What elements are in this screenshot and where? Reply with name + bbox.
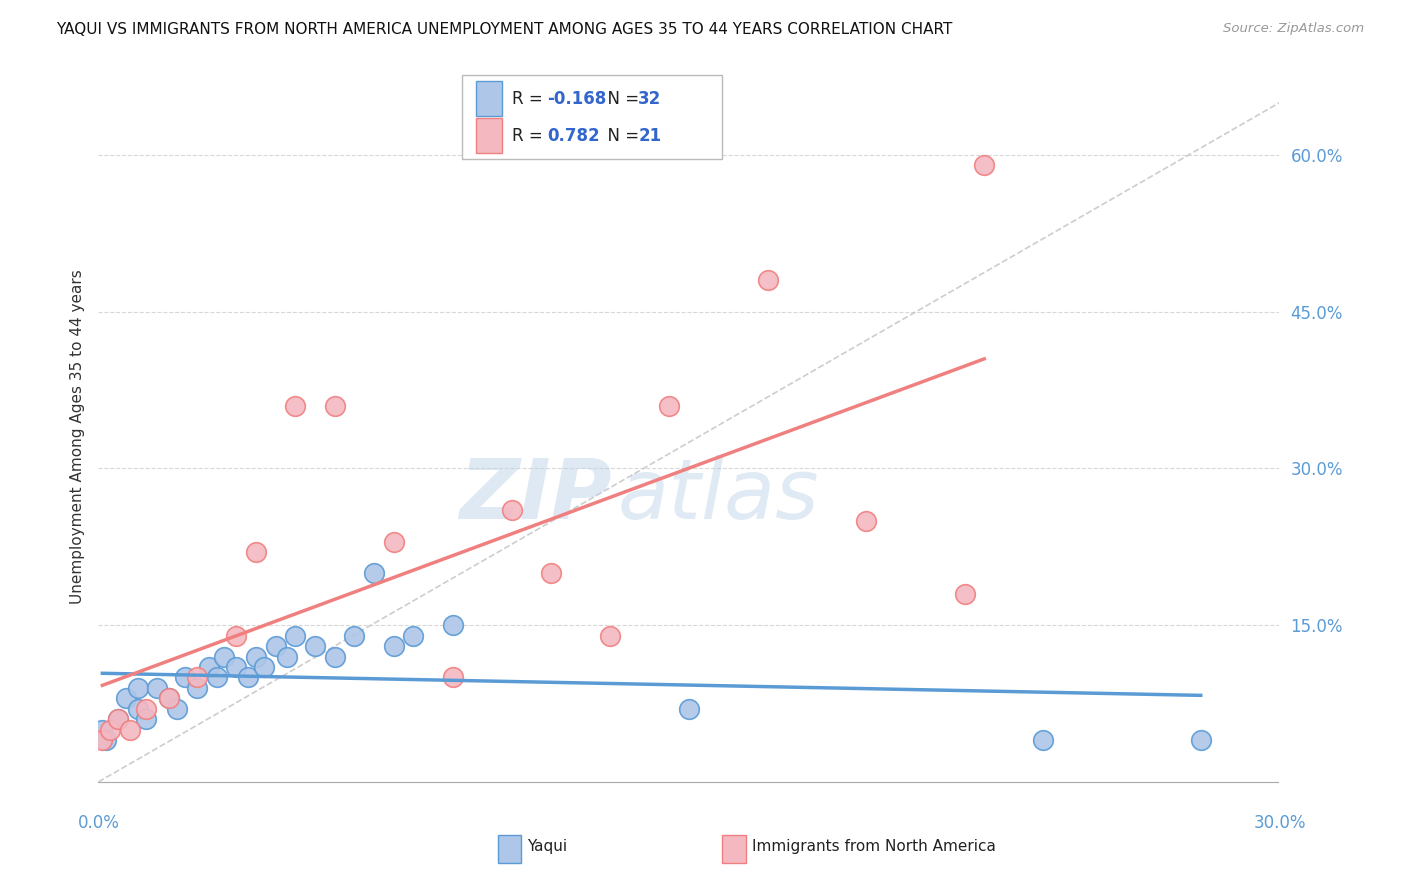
Point <box>276 649 298 664</box>
Point <box>146 681 169 695</box>
FancyBboxPatch shape <box>463 75 723 159</box>
Point <box>501 503 523 517</box>
Point <box>323 399 346 413</box>
Point <box>118 723 141 737</box>
Point <box>678 702 700 716</box>
Text: 0.782: 0.782 <box>547 127 600 145</box>
Point <box>98 723 121 737</box>
Point <box>363 566 385 580</box>
Point <box>264 639 287 653</box>
Point <box>756 273 779 287</box>
Text: ZIP: ZIP <box>460 455 612 536</box>
Text: Source: ZipAtlas.com: Source: ZipAtlas.com <box>1223 22 1364 36</box>
Point <box>225 660 247 674</box>
Point <box>599 629 621 643</box>
Point <box>284 629 307 643</box>
FancyBboxPatch shape <box>477 118 502 153</box>
Point <box>205 670 228 684</box>
Point <box>304 639 326 653</box>
Text: R =: R = <box>512 89 548 108</box>
Point <box>127 702 149 716</box>
Point <box>1032 733 1054 747</box>
Point <box>186 670 208 684</box>
Point <box>157 691 180 706</box>
Text: Yaqui: Yaqui <box>527 839 567 855</box>
Text: 32: 32 <box>638 89 661 108</box>
Point <box>135 712 157 726</box>
Point <box>973 158 995 172</box>
Point <box>658 399 681 413</box>
Point <box>540 566 562 580</box>
Point <box>197 660 219 674</box>
Point <box>284 399 307 413</box>
Point <box>236 670 259 684</box>
Point <box>402 629 425 643</box>
Point <box>953 587 976 601</box>
Point <box>382 639 405 653</box>
Point <box>245 649 267 664</box>
Text: N =: N = <box>596 89 644 108</box>
Text: N =: N = <box>596 127 644 145</box>
Point <box>441 618 464 632</box>
Point <box>166 702 188 716</box>
Point <box>855 514 877 528</box>
Point <box>225 629 247 643</box>
Point <box>382 534 405 549</box>
Point <box>91 733 114 747</box>
Point <box>245 545 267 559</box>
Point <box>127 681 149 695</box>
FancyBboxPatch shape <box>723 835 745 863</box>
Point <box>323 649 346 664</box>
Text: YAQUI VS IMMIGRANTS FROM NORTH AMERICA UNEMPLOYMENT AMONG AGES 35 TO 44 YEARS CO: YAQUI VS IMMIGRANTS FROM NORTH AMERICA U… <box>56 22 953 37</box>
Text: Immigrants from North America: Immigrants from North America <box>752 839 995 855</box>
Point <box>115 691 138 706</box>
FancyBboxPatch shape <box>498 835 522 863</box>
Text: R =: R = <box>512 127 548 145</box>
Text: 21: 21 <box>638 127 661 145</box>
Text: atlas: atlas <box>619 455 820 536</box>
Point <box>157 691 180 706</box>
Point <box>135 702 157 716</box>
Point <box>1189 733 1212 747</box>
FancyBboxPatch shape <box>477 81 502 116</box>
Y-axis label: Unemployment Among Ages 35 to 44 years: Unemployment Among Ages 35 to 44 years <box>69 269 84 605</box>
Point <box>343 629 366 643</box>
Point <box>107 712 129 726</box>
Point <box>214 649 236 664</box>
Point <box>186 681 208 695</box>
Point <box>107 712 129 726</box>
Point <box>174 670 197 684</box>
Text: -0.168: -0.168 <box>547 89 606 108</box>
Point <box>441 670 464 684</box>
Point <box>91 723 114 737</box>
Point <box>96 733 118 747</box>
Point <box>253 660 276 674</box>
